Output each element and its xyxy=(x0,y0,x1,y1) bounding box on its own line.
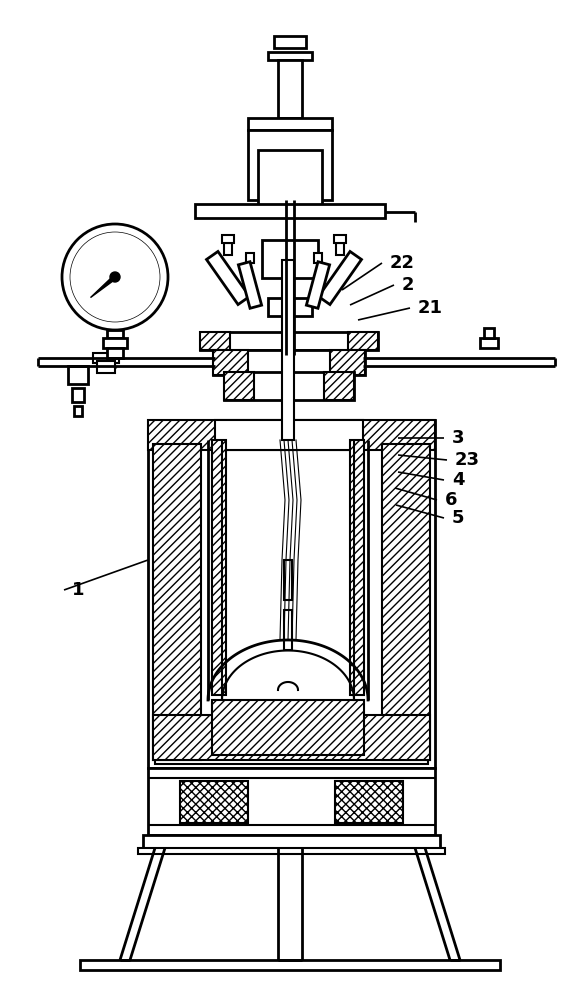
Bar xyxy=(148,420,435,768)
Bar xyxy=(200,332,378,350)
Bar xyxy=(153,444,201,760)
Bar xyxy=(268,52,312,60)
Bar xyxy=(248,118,332,130)
Bar xyxy=(97,361,115,373)
Text: 3: 3 xyxy=(452,429,465,447)
Text: 5: 5 xyxy=(452,509,465,527)
Bar xyxy=(480,338,498,348)
Bar xyxy=(248,130,332,200)
Text: 1: 1 xyxy=(72,581,85,599)
Bar xyxy=(282,260,294,440)
Bar xyxy=(224,372,254,400)
Bar xyxy=(330,350,365,375)
Bar xyxy=(200,332,230,350)
Circle shape xyxy=(62,224,168,330)
Text: 6: 6 xyxy=(445,491,458,509)
Text: 22: 22 xyxy=(390,254,415,272)
Circle shape xyxy=(110,272,120,282)
Bar xyxy=(74,406,82,416)
Bar xyxy=(212,440,226,695)
Bar xyxy=(246,253,254,263)
Bar xyxy=(284,560,292,600)
Bar xyxy=(224,243,232,255)
Polygon shape xyxy=(307,262,329,308)
Bar xyxy=(213,350,248,375)
Bar xyxy=(107,330,123,338)
Bar xyxy=(68,366,88,384)
Bar xyxy=(93,353,119,363)
Bar xyxy=(334,235,346,243)
Bar xyxy=(213,350,365,375)
Bar xyxy=(350,440,364,695)
Bar xyxy=(180,781,248,823)
Bar xyxy=(336,243,344,255)
Bar xyxy=(215,420,363,450)
Bar xyxy=(107,348,123,358)
Polygon shape xyxy=(90,275,116,298)
Bar xyxy=(335,781,403,823)
Bar xyxy=(484,328,494,338)
Bar xyxy=(153,715,430,760)
Bar xyxy=(314,253,322,263)
Bar xyxy=(138,848,445,854)
Bar xyxy=(72,388,84,402)
Bar xyxy=(268,298,312,316)
Bar xyxy=(103,338,127,348)
Bar xyxy=(195,204,385,218)
Bar xyxy=(278,60,302,118)
Bar xyxy=(324,372,354,400)
Bar xyxy=(274,36,306,48)
Bar xyxy=(143,835,440,848)
Bar xyxy=(348,332,378,350)
Bar xyxy=(262,240,318,278)
Polygon shape xyxy=(238,262,262,308)
Bar xyxy=(224,372,354,400)
Bar xyxy=(148,768,435,835)
Text: 4: 4 xyxy=(452,471,465,489)
Bar xyxy=(155,424,428,764)
Text: 21: 21 xyxy=(418,299,443,317)
Polygon shape xyxy=(318,251,361,305)
Text: 2: 2 xyxy=(402,276,415,294)
Bar xyxy=(258,150,322,210)
Bar xyxy=(80,960,500,970)
Text: 23: 23 xyxy=(455,451,480,469)
Bar xyxy=(284,610,292,650)
Bar xyxy=(222,235,234,243)
Bar xyxy=(212,700,364,755)
Bar xyxy=(382,444,430,760)
Bar xyxy=(148,420,435,450)
Polygon shape xyxy=(206,251,250,305)
